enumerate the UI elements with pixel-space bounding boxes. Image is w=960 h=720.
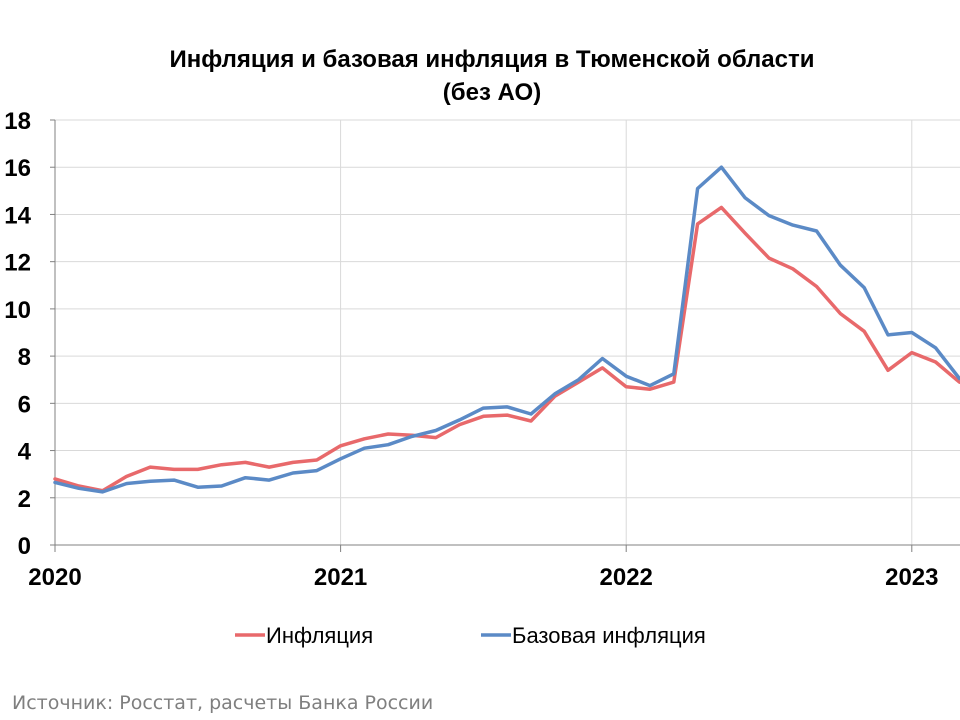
y-tick-label: 14 [4,202,31,229]
source-note: Источник: Росстат, расчеты Банка России [12,692,434,714]
y-tick-label: 4 [18,439,32,466]
legend: Инфляция Базовая инфляция [235,623,706,648]
y-tick-label: 16 [4,155,31,182]
series-line-core-inflation [53,165,960,494]
chart-subtitle: (без АО) [443,79,541,106]
x-tick-label: 2020 [28,564,81,591]
grid-lines [55,119,960,545]
y-tick-label: 18 [4,108,31,135]
y-tick-labels: 0 2 4 6 8 10 12 14 16 18 [4,108,31,560]
series-lines [53,165,960,494]
y-tick-label: 6 [18,391,31,418]
axes [50,119,960,552]
x-tick-label: 2022 [600,564,653,591]
y-tick-label: 0 [18,533,31,560]
legend-label-inflation: Инфляция [266,623,373,648]
y-tick-label: 2 [18,486,31,513]
x-tick-labels: 2020 2021 2022 2023 [28,564,938,591]
y-tick-label: 10 [4,297,31,324]
y-tick-label: 8 [18,344,31,371]
legend-label-core-inflation: Базовая инфляция [512,623,706,648]
x-tick-label: 2021 [314,564,367,591]
y-tick-label: 12 [4,250,31,277]
x-tick-label: 2023 [885,564,938,591]
chart-title: Инфляция и базовая инфляция в Тюменской … [170,46,815,73]
series-line-inflation [53,205,960,493]
